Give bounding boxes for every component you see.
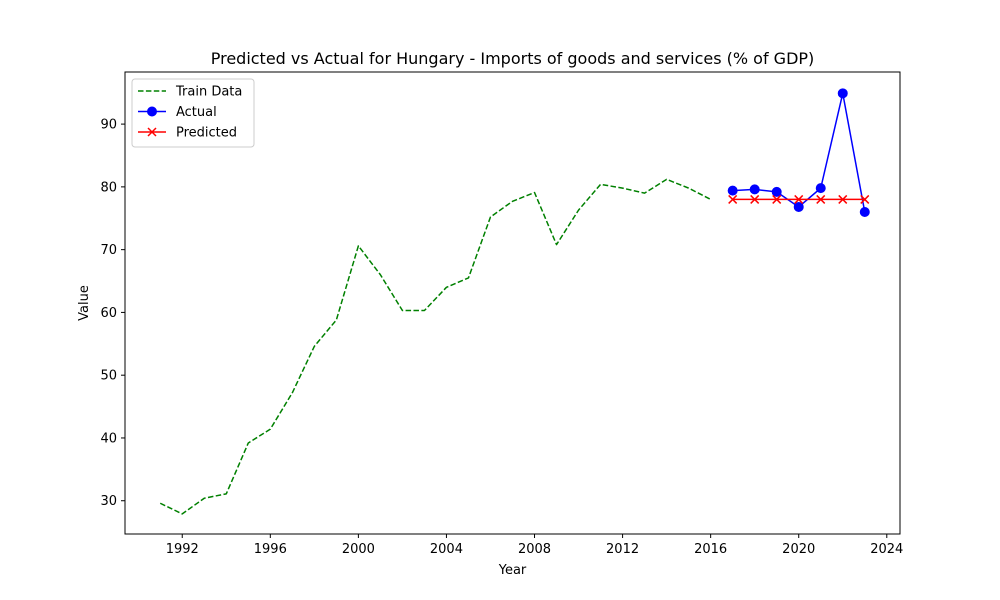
x-tick-label: 2016 [694,542,727,557]
plot-area [124,71,901,535]
y-tick-label: 50 [100,369,117,384]
data-point-predicted [728,194,738,204]
legend: Train Data Actual Predicted [131,78,255,148]
legend-box [131,78,255,148]
data-point-actual [771,186,782,197]
x-tick-label: 2000 [342,542,375,557]
legend-label: Train Data [175,85,242,100]
data-point-actual [815,183,826,194]
x-tick-label: 2004 [430,542,463,557]
x-tick-label: 2024 [870,542,903,557]
data-point-actual [793,201,804,212]
y-tick-label: 60 [100,306,117,321]
legend-label: Predicted [176,126,237,141]
data-point-predicted [838,194,848,204]
series-layer [159,88,870,515]
data-point-actual [727,185,738,196]
data-point-actual [837,88,848,99]
legend-item-predicted: Predicted [138,126,237,141]
y-tick-label: 80 [100,180,117,195]
data-point-predicted [772,194,782,204]
x-tick-label: 1992 [166,542,199,557]
legend-item-train-data: Train Data [138,85,242,100]
y-tick-label: 70 [100,243,117,258]
x-tick-label: 1996 [254,542,287,557]
legend-label: Actual [176,105,217,120]
x-tick-label: 2008 [518,542,551,557]
series-line-train-data [159,178,711,515]
x-tick-label: 2012 [606,542,639,557]
data-point-predicted [794,194,804,204]
legend-marker [147,127,157,137]
y-tick-label: 90 [100,118,117,133]
legend-marker [147,106,157,117]
data-point-actual [859,206,870,217]
y-axis-ticks: 30 40 50 60 70 80 90 [100,118,125,509]
chart-title: Predicted vs Actual for Hungary - Import… [211,49,815,68]
y-tick-label: 40 [100,431,117,446]
data-point-predicted [860,194,870,204]
data-point-predicted [750,194,760,204]
data-point-actual [749,184,760,195]
legend-item-actual: Actual [138,105,217,120]
series-actual [727,88,870,217]
data-point-predicted [816,194,826,204]
y-tick-label: 30 [100,494,117,509]
x-tick-label: 2020 [782,542,815,557]
y-axis-title: Value [77,285,92,321]
x-axis-title: Year [498,563,527,578]
series-train-data [159,178,711,515]
series-predicted [728,194,870,204]
x-axis-ticks: 1992 1996 2000 2004 2008 2012 2016 2020 2024 [166,534,903,557]
